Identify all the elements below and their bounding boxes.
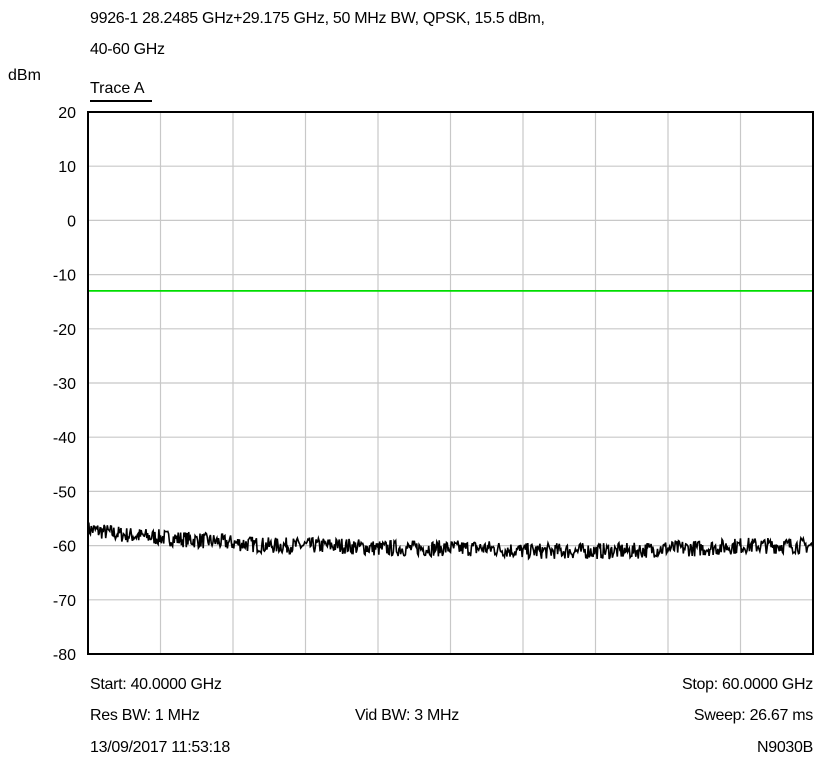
y-tick-label: -70 — [53, 593, 76, 610]
y-tick-label: -50 — [53, 484, 76, 501]
y-tick-label: -60 — [53, 539, 76, 556]
y-axis-ticks: 20 10 0 -10 -20 -30 -40 -50 -60 -70 -80 — [53, 105, 76, 664]
y-tick-label: -20 — [53, 322, 76, 339]
chart-title-line-2: 40-60 GHz — [90, 41, 165, 58]
y-tick-label: -30 — [53, 376, 76, 393]
stop-frequency: Stop: 60.0000 GHz — [682, 676, 813, 693]
y-tick-label: 10 — [58, 159, 76, 176]
series — [87, 290, 814, 561]
plot-frame — [87, 111, 814, 655]
y-tick-label: -10 — [53, 268, 76, 285]
y-tick-label: -40 — [53, 430, 76, 447]
y-axis-label: dBm — [8, 67, 41, 84]
sweep-time: Sweep: 26.67 ms — [693, 707, 813, 724]
series-trace-a — [87, 522, 814, 561]
y-tick-label: 0 — [67, 213, 76, 230]
grid — [88, 112, 813, 654]
resolution-bandwidth: Res BW: 1 MHz — [90, 707, 200, 724]
y-tick-label: -80 — [53, 647, 76, 664]
instrument-model: N9030B — [756, 739, 813, 756]
legend-trace-a: Trace A — [90, 80, 145, 97]
video-bandwidth: Vid BW: 3 MHz — [355, 707, 459, 724]
chart-title-line-1: 9926-1 28.2485 GHz+29.175 GHz, 50 MHz BW… — [90, 10, 545, 27]
start-frequency: Start: 40.0000 GHz — [90, 676, 222, 693]
timestamp: 13/09/2017 11:53:18 — [90, 739, 230, 756]
y-tick-label: 20 — [58, 105, 76, 122]
